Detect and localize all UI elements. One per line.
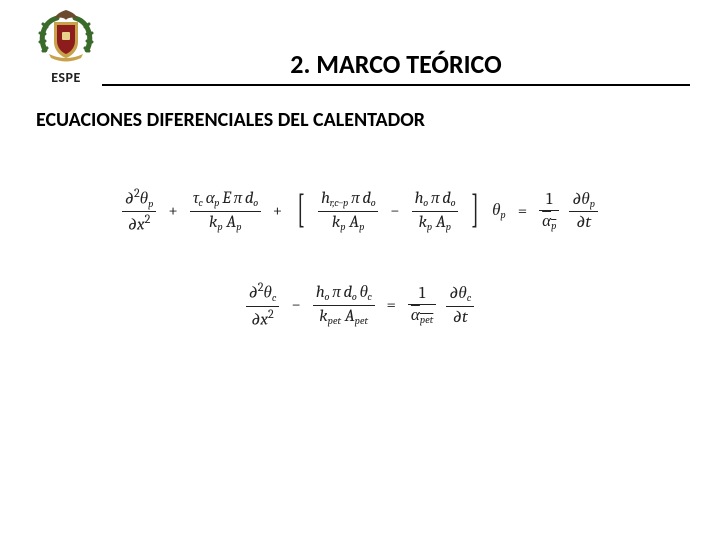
equals-op: =	[385, 297, 398, 314]
title-area: 2. MARCO TEÓRICO	[102, 48, 690, 86]
title-underline	[102, 84, 690, 86]
logo-block: ESPE	[30, 8, 102, 86]
eq2-term2: ho π do θc kpet Apet	[313, 284, 375, 326]
eq1-term3b: ho π do kp Ap	[412, 190, 458, 232]
eq2-term1: ∂2θc ∂x2	[246, 282, 280, 328]
equations-block: ∂2θp ∂x2 + τc αp E π do kp Ap + [ hr,c−p…	[30, 188, 690, 328]
eq1-term1: ∂2θp ∂x2	[122, 188, 156, 234]
eq1-term2: τc αp E π do kp Ap	[190, 190, 261, 232]
right-bracket-icon: ]	[471, 197, 479, 221]
header-row: ESPE 2. MARCO TEÓRICO	[30, 8, 690, 86]
plus-op: +	[271, 203, 284, 220]
eq1-theta-p: θp	[492, 202, 506, 221]
eq2-rhs2: ∂θc ∂t	[446, 285, 474, 326]
equation-2: ∂2θc ∂x2 − ho π do θc kpet Apet = 1 αpet…	[246, 282, 475, 328]
plus-op: +	[166, 203, 179, 220]
equation-1: ∂2θp ∂x2 + τc αp E π do kp Ap + [ hr,c−p…	[122, 188, 598, 234]
eq2-rhs1: 1 αpet	[408, 285, 436, 326]
logo-label: ESPE	[51, 69, 81, 86]
eq1-rhs1: 1 αp	[539, 191, 559, 232]
section-heading: ECUACIONES DIFERENCIALES DEL CALENTADOR	[36, 108, 690, 132]
equals-op: =	[516, 203, 529, 220]
eq1-term3a: hr,c−p π do kp Ap	[318, 190, 378, 232]
minus-op: −	[289, 297, 302, 314]
espe-logo-icon	[35, 8, 97, 67]
left-bracket-icon: [	[297, 197, 305, 221]
slide: ESPE 2. MARCO TEÓRICO ECUACIONES DIFEREN…	[0, 0, 720, 540]
eq1-rhs2: ∂θp ∂t	[569, 191, 598, 232]
slide-title: 2. MARCO TEÓRICO	[290, 48, 501, 80]
minus-op: −	[388, 203, 401, 220]
